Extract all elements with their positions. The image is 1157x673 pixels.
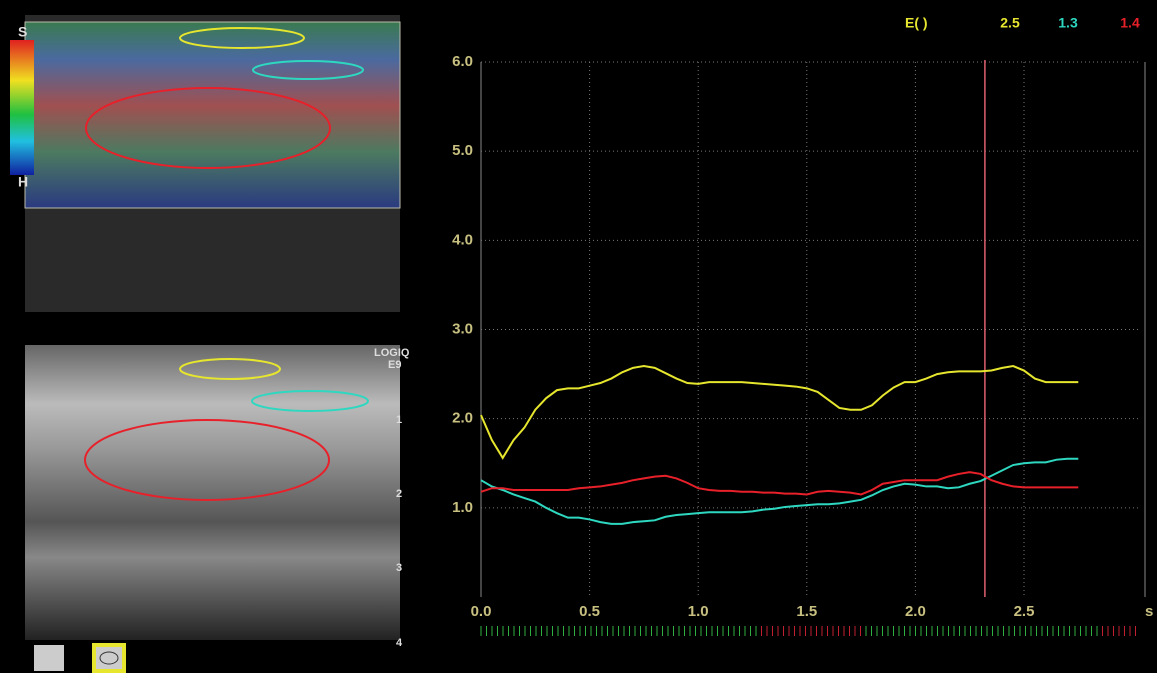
depth-label: 3 [396, 562, 402, 574]
bmode-image [25, 345, 400, 640]
y-tick-label: 2.0 [452, 410, 473, 427]
y-tick-label: 4.0 [452, 231, 473, 248]
depth-label: 4 [396, 637, 403, 649]
x-tick-label: 1.0 [688, 603, 709, 620]
x-tick-label: 0.5 [579, 603, 600, 620]
series-line [481, 472, 1078, 494]
elasto-overlay [25, 22, 400, 208]
y-tick-label: 1.0 [452, 499, 473, 516]
x-tick-label: 2.5 [1014, 603, 1035, 620]
cursor-readout: 2.5 [1000, 15, 1020, 31]
depth-label: 2 [396, 488, 402, 500]
x-tick-label: 2.0 [905, 603, 926, 620]
screen: S H LOGIQ E9 1 2 3 4 E( ) s 1.0 2.0 3.0 4.0… [0, 0, 1157, 673]
series-line [481, 366, 1078, 458]
series-line [481, 459, 1078, 524]
y-tick-label: 3.0 [452, 320, 473, 337]
x-tick-label: 0.0 [471, 603, 492, 620]
trace-tool-button[interactable] [34, 645, 64, 671]
scale-bottom: H [18, 174, 28, 190]
scale-top: S [18, 24, 27, 40]
model: E9 [388, 359, 401, 371]
legend-title: E( ) [905, 15, 928, 31]
x-tick-label: 1.5 [796, 603, 817, 620]
brand: LOGIQ [374, 347, 410, 359]
depth-label: 1 [396, 414, 402, 426]
y-tick-label: 5.0 [452, 142, 473, 159]
y-tick-label: 6.0 [452, 53, 473, 70]
cursor-readout: 1.4 [1120, 15, 1140, 31]
x-axis-label: s [1145, 603, 1153, 620]
cursor-readout: 1.3 [1058, 15, 1078, 31]
color-bar [10, 40, 34, 175]
